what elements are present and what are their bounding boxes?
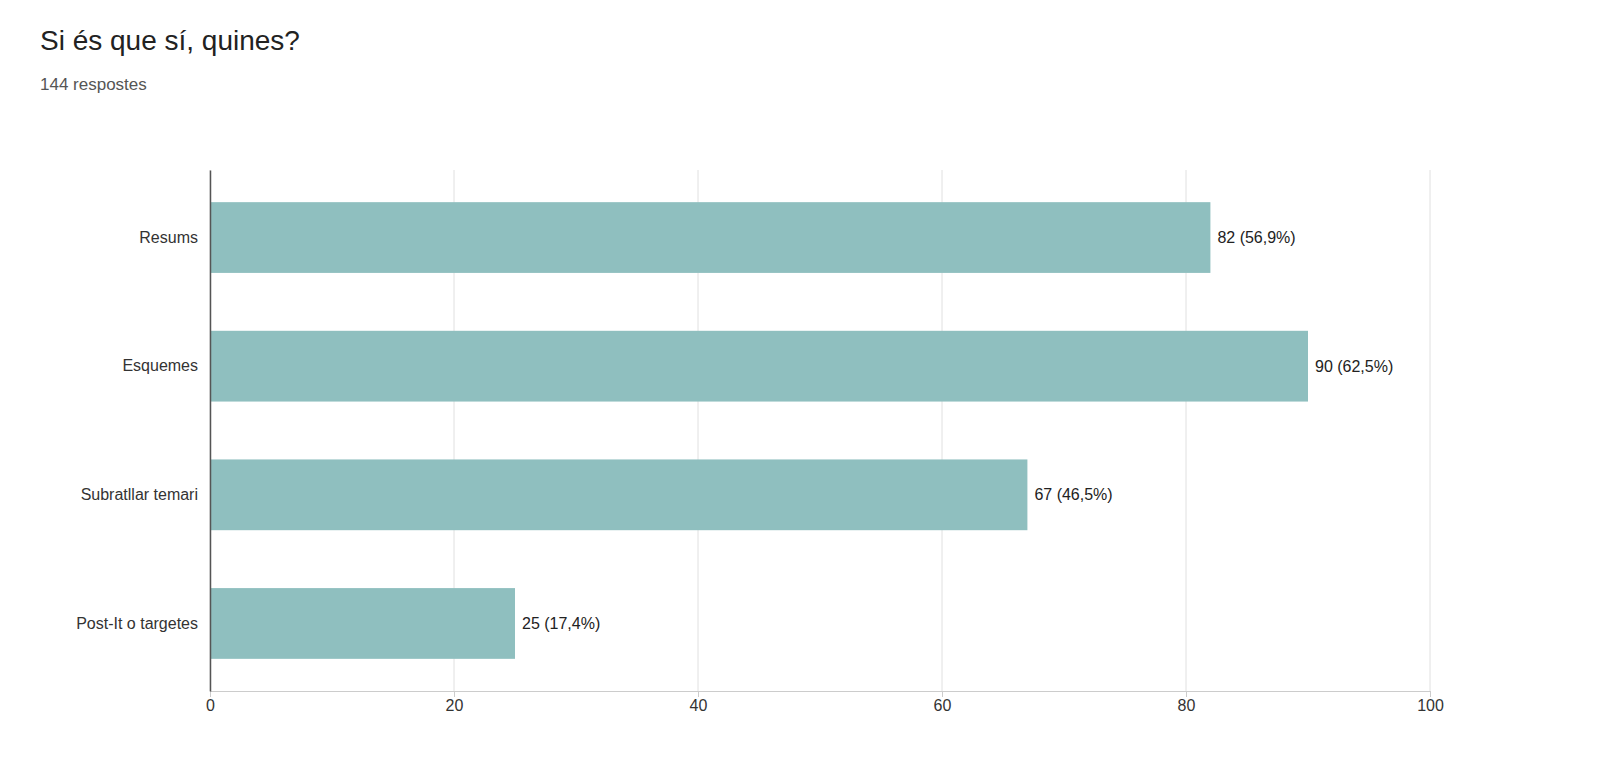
grid [210, 170, 1430, 691]
title: Si és que sí, quines? [40, 25, 300, 56]
tick: Resums [139, 229, 210, 246]
data-labels: 82 (56,9%) 90 (62,5%) 67 (46,5%) 25 (17,4%) [522, 229, 1393, 632]
bar [210, 331, 1308, 402]
axis-line [211, 691, 1431, 692]
bar [210, 459, 1027, 530]
tick-label: 0 [206, 697, 215, 714]
grid-line [210, 170, 211, 691]
axis-line [210, 171, 212, 692]
tick-mark [1186, 691, 1187, 697]
tick-mark [210, 691, 211, 697]
value-axis: 0 20 40 60 80 100 [206, 691, 1444, 714]
tick-label: Resums [139, 229, 198, 246]
data-label: 25 (17,4%) [522, 615, 600, 632]
tick-mark [1430, 691, 1431, 697]
tick: 80 [1178, 691, 1196, 714]
tick: Post-It o targetes [76, 615, 210, 632]
tick: Subratllar temari [81, 486, 210, 503]
grid-line [1430, 170, 1431, 691]
tick-label: 40 [690, 697, 708, 714]
tick-label: Subratllar temari [81, 486, 198, 503]
tick-mark [698, 691, 699, 697]
bars [210, 202, 1308, 659]
tick-label: 80 [1178, 697, 1196, 714]
tick-label: Esquemes [122, 357, 198, 374]
tick-label: 60 [934, 697, 952, 714]
tick: 100 [1417, 691, 1444, 714]
tick-label: Post-It o targetes [76, 615, 198, 632]
data-label: 82 (56,9%) [1217, 229, 1295, 246]
tick-mark [942, 691, 943, 697]
bar [210, 202, 1210, 273]
data-label: 67 (46,5%) [1034, 486, 1112, 503]
tick-label: 100 [1417, 697, 1444, 714]
tick-label: 20 [446, 697, 464, 714]
bar [210, 588, 515, 659]
data-label: 90 (62,5%) [1315, 358, 1393, 375]
tick: Esquemes [122, 357, 210, 374]
tick: 0 [206, 691, 215, 714]
subtitle: 144 respostes [40, 75, 147, 94]
plot: 0 20 40 60 80 100 Resums Esquemes Subratllar tem… [76, 170, 1444, 714]
chart: Si és que sí, quines? 144 respostes 0 20 40 6… [0, 0, 1600, 761]
tick: 40 [690, 691, 708, 714]
tick: 60 [934, 691, 952, 714]
tick: 20 [446, 691, 464, 714]
category-axis: Resums Esquemes Subratllar temari Post-It o… [76, 171, 210, 692]
tick-mark [454, 691, 455, 697]
